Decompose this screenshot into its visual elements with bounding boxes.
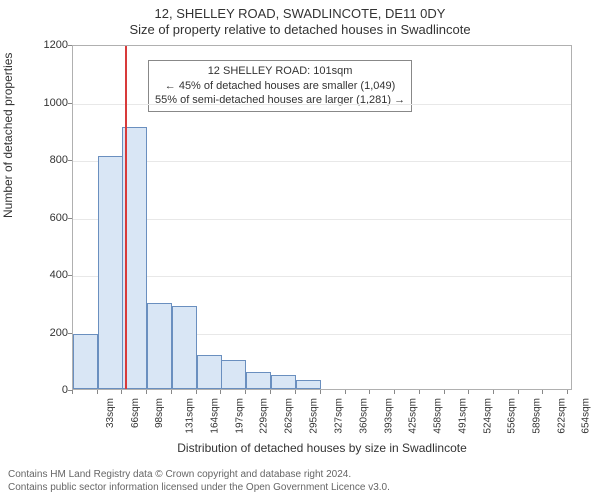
annotation-line3: 55% of semi-detached houses are larger (…: [155, 93, 405, 108]
x-tick-mark: [369, 390, 370, 394]
y-tick-mark: [68, 218, 72, 219]
histogram-bar: [221, 360, 246, 389]
chart-title-line2: Size of property relative to detached ho…: [0, 22, 600, 37]
gridline: [73, 104, 571, 105]
chart-title-line1: 12, SHELLEY ROAD, SWADLINCOTE, DE11 0DY: [0, 6, 600, 21]
x-tick-mark: [345, 390, 346, 394]
x-tick-mark: [270, 390, 271, 394]
x-tick-label: 262sqm: [284, 398, 295, 434]
x-tick-mark: [146, 390, 147, 394]
y-tick-mark: [68, 333, 72, 334]
annotation-line2: ← 45% of detached houses are smaller (1,…: [155, 79, 405, 94]
y-tick-label: 1200: [44, 39, 68, 51]
footer-line1: Contains HM Land Registry data © Crown c…: [8, 469, 351, 480]
gridline: [73, 161, 571, 162]
x-tick-label: 491sqm: [458, 398, 469, 434]
y-tick-mark: [68, 275, 72, 276]
x-tick-label: 229sqm: [259, 398, 270, 434]
x-axis-label: Distribution of detached houses by size …: [72, 441, 572, 455]
x-tick-label: 33sqm: [105, 398, 116, 428]
x-tick-mark: [72, 390, 73, 394]
x-tick-label: 654sqm: [581, 398, 592, 434]
y-axis-label: Number of detached properties: [1, 53, 15, 218]
x-tick-label: 589sqm: [532, 398, 543, 434]
footer: Contains HM Land Registry data © Crown c…: [8, 468, 390, 494]
y-tick-label: 400: [50, 269, 68, 281]
histogram-bar: [98, 156, 123, 389]
gridline: [73, 219, 571, 220]
x-tick-mark: [567, 390, 568, 394]
histogram-bar: [73, 334, 98, 389]
x-tick-mark: [171, 390, 172, 394]
x-tick-mark: [245, 390, 246, 394]
x-tick-mark: [295, 390, 296, 394]
x-tick-mark: [196, 390, 197, 394]
x-tick-label: 131sqm: [185, 398, 196, 434]
x-tick-label: 327sqm: [333, 398, 344, 434]
y-tick-label: 200: [50, 327, 68, 339]
y-tick-mark: [68, 103, 72, 104]
histogram-bar: [246, 372, 271, 389]
x-tick-label: 360sqm: [358, 398, 369, 434]
x-tick-mark: [493, 390, 494, 394]
reference-line: [125, 46, 127, 389]
x-tick-mark: [320, 390, 321, 394]
x-tick-label: 66sqm: [130, 398, 141, 428]
y-tick-label: 1000: [44, 97, 68, 109]
x-tick-mark: [542, 390, 543, 394]
x-tick-label: 295sqm: [309, 398, 320, 434]
histogram-bar: [271, 375, 296, 389]
histogram-bar: [172, 306, 197, 389]
gridline: [73, 276, 571, 277]
histogram-bar: [296, 380, 321, 389]
x-tick-mark: [394, 390, 395, 394]
x-tick-mark: [468, 390, 469, 394]
x-tick-label: 393sqm: [383, 398, 394, 434]
y-tick-label: 600: [50, 212, 68, 224]
plot-area: 12 SHELLEY ROAD: 101sqm ← 45% of detache…: [72, 45, 572, 390]
x-tick-label: 556sqm: [507, 398, 518, 434]
x-tick-mark: [121, 390, 122, 394]
x-tick-label: 622sqm: [557, 398, 568, 434]
x-tick-mark: [419, 390, 420, 394]
x-tick-label: 197sqm: [235, 398, 246, 434]
x-tick-label: 98sqm: [154, 398, 165, 428]
histogram-bar: [147, 303, 172, 389]
x-tick-label: 425sqm: [408, 398, 419, 434]
figure: 12, SHELLEY ROAD, SWADLINCOTE, DE11 0DY …: [0, 0, 600, 500]
annotation-line1: 12 SHELLEY ROAD: 101sqm: [155, 64, 405, 79]
y-tick-mark: [68, 45, 72, 46]
x-tick-label: 164sqm: [210, 398, 221, 434]
x-tick-label: 458sqm: [433, 398, 444, 434]
x-tick-mark: [97, 390, 98, 394]
y-tick-mark: [68, 160, 72, 161]
x-tick-label: 524sqm: [483, 398, 494, 434]
x-tick-mark: [220, 390, 221, 394]
histogram-bar: [197, 355, 222, 390]
footer-line2: Contains public sector information licen…: [8, 482, 390, 493]
x-tick-mark: [444, 390, 445, 394]
y-tick-label: 800: [50, 154, 68, 166]
x-tick-mark: [518, 390, 519, 394]
